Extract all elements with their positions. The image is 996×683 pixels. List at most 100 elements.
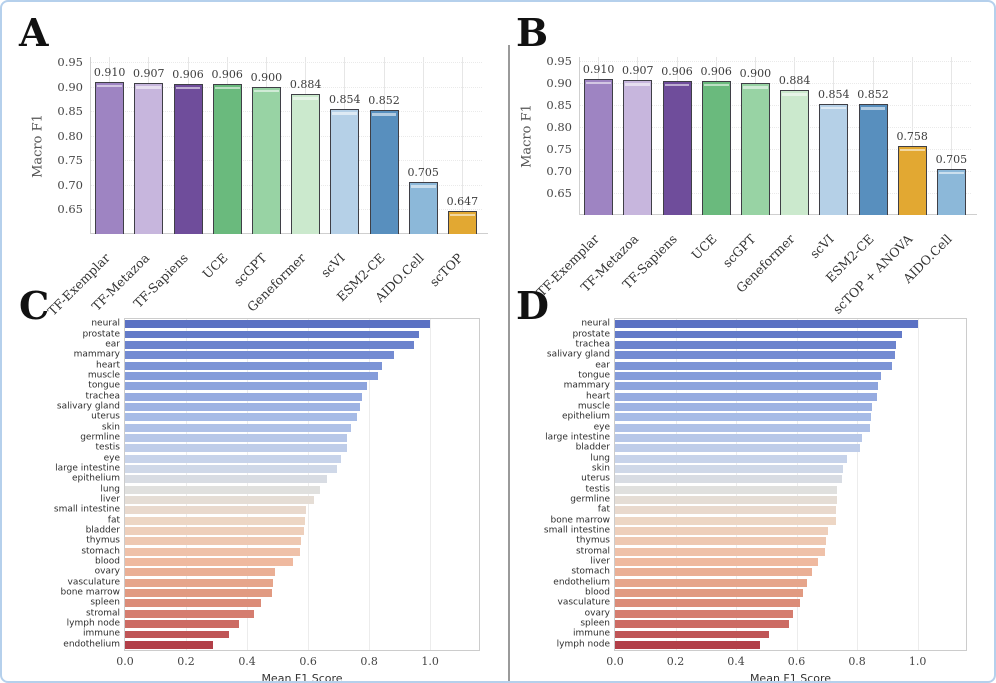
bar (125, 506, 306, 515)
bar-value-label: 0.900 (250, 70, 283, 84)
bar (291, 94, 321, 234)
bar (125, 330, 419, 339)
bar (615, 547, 825, 556)
x-axis-tick-label: 0.4 (727, 655, 745, 668)
category-label: skin (591, 463, 610, 474)
panel-d-chart: 0.0 0.2 0.4 0.6 0.8 1.0 neural prostate trachea s… (544, 318, 967, 681)
bar (125, 444, 347, 453)
gridline-vertical (430, 319, 432, 650)
gridline-horizontal (579, 61, 971, 63)
bar (615, 589, 804, 598)
category-label: liver (100, 494, 120, 505)
category-label: testis (95, 442, 120, 453)
gridline-vertical (736, 319, 738, 650)
bar (615, 371, 881, 380)
bar (615, 578, 807, 587)
y-axis-tick-label: 0.65 (57, 202, 83, 217)
bar (615, 558, 819, 567)
y-axis-tick-label: 0.90 (57, 79, 83, 94)
bar (408, 182, 438, 234)
bar (615, 506, 837, 515)
category-label: blood (95, 556, 120, 567)
gridline-vertical (950, 57, 952, 215)
category-label: large intestine (55, 463, 120, 474)
error-bar-cap (371, 113, 397, 116)
x-axis-tick-label: 0.2 (666, 655, 685, 668)
gridline-vertical (369, 319, 371, 650)
y-axis-tick-label: 0.70 (546, 164, 572, 179)
bar-value-label: 0.906 (700, 64, 732, 78)
bar (615, 568, 812, 577)
bar (125, 402, 360, 411)
bar-value-label: 0.854 (329, 93, 361, 107)
bar (615, 413, 871, 422)
bar (125, 496, 315, 504)
category-label: neural (581, 318, 610, 329)
category-label: immune (83, 628, 120, 639)
bar (251, 86, 281, 234)
bar (897, 145, 927, 215)
x-axis-category-label: scVI (318, 250, 349, 281)
gridline-horizontal (579, 149, 971, 151)
category-label: neural (91, 318, 120, 329)
gridline-vertical (675, 319, 677, 650)
bar (615, 527, 829, 535)
category-label: ovary (584, 608, 610, 619)
bar (615, 320, 918, 329)
bar (615, 485, 838, 494)
category-label: lymph node (556, 639, 610, 650)
error-bar-cap (136, 86, 162, 89)
bar (615, 402, 872, 411)
bar (615, 609, 794, 618)
gridline-horizontal (579, 83, 971, 85)
bar (212, 83, 242, 234)
error-bar-cap (821, 106, 847, 110)
bar-value-label: 0.907 (133, 67, 165, 81)
bar (125, 599, 262, 608)
bar (125, 630, 230, 639)
bar (447, 210, 477, 234)
category-label: prostate (82, 329, 120, 340)
category-label: spleen (90, 597, 120, 608)
bar-value-label: 0.907 (622, 64, 654, 78)
x-axis-tick-label: 0.8 (360, 655, 378, 668)
bar (615, 516, 836, 525)
panel-b-label: B (516, 10, 549, 55)
error-bar-cap (175, 86, 201, 90)
error-bar-cap (214, 86, 240, 90)
bar (125, 475, 328, 484)
category-label: muscle (87, 370, 120, 381)
gridline-vertical (917, 319, 919, 650)
bar (134, 83, 164, 234)
category-label: blood (585, 587, 610, 598)
gridline-vertical (247, 319, 249, 650)
y-axis-title: Macro F1 (519, 104, 535, 168)
y-axis-tick-label: 0.75 (546, 142, 572, 157)
bar (615, 620, 789, 629)
error-bar-cap (293, 97, 319, 100)
category-label: lung (590, 453, 610, 464)
x-axis-category-label: scTOP (426, 250, 466, 290)
category-label: germline (80, 432, 120, 443)
error-bar-cap (742, 86, 768, 89)
bar (125, 351, 394, 360)
gridline-horizontal (579, 193, 971, 195)
bar (369, 110, 399, 234)
bar (615, 475, 843, 484)
error-bar-cap (782, 93, 808, 96)
category-label: testis (585, 484, 610, 495)
bar (125, 527, 304, 535)
error-bar-cap (703, 83, 729, 87)
bar-value-label: 0.852 (368, 94, 400, 108)
category-label: bladder (85, 525, 120, 536)
error-bar-cap (899, 148, 925, 152)
category-label: ear (105, 339, 120, 350)
y-axis-spine (579, 57, 580, 215)
bar (125, 320, 431, 329)
category-label: bone marrow (60, 587, 120, 598)
bar-value-label: 0.884 (289, 78, 322, 92)
bar (125, 640, 213, 649)
bar-value-label: 0.900 (739, 67, 772, 81)
category-label: uterus (91, 411, 120, 422)
bar (615, 392, 877, 401)
